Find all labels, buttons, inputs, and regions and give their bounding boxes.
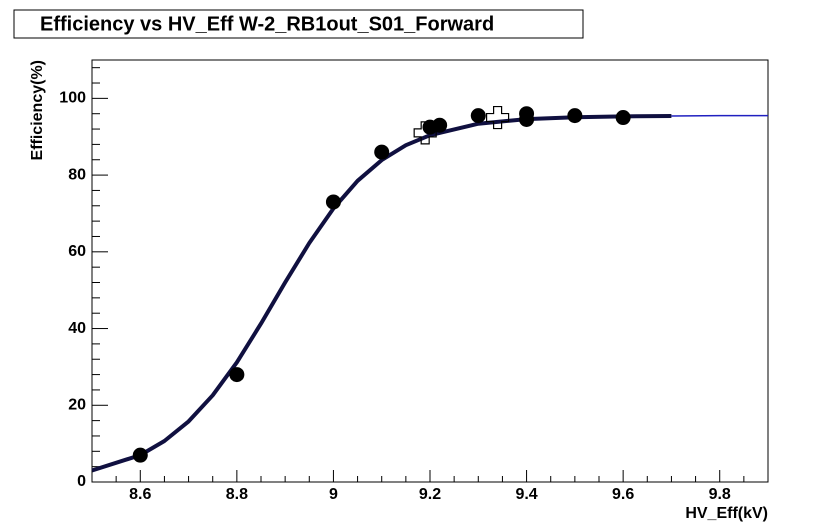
data-point: [374, 144, 390, 160]
data-point: [132, 447, 148, 463]
y-tick-label: 80: [68, 166, 86, 183]
x-tick-label: 9.4: [515, 486, 537, 503]
data-point: [325, 194, 341, 210]
x-tick-label: 8.6: [129, 486, 151, 503]
data-point: [519, 111, 535, 127]
x-tick-label: 8.8: [226, 486, 248, 503]
y-tick-label: 100: [59, 90, 86, 107]
data-point-cross: [486, 105, 510, 130]
title-box: [13, 9, 584, 39]
data-point: [615, 110, 631, 126]
chart-title: Efficiency vs HV_Eff W-2_RB1out_S01_Forw…: [40, 13, 494, 35]
data-point-cross: [413, 121, 437, 145]
y-tick-label: 40: [68, 320, 86, 337]
y-axis-label: Efficiency(%): [29, 60, 46, 160]
y-tick-label: 60: [68, 243, 86, 260]
x-axis-label: HV_Eff(kV): [685, 505, 768, 522]
x-tick-label: 9.8: [709, 486, 731, 503]
data-point: [432, 117, 448, 133]
y-tick-label: 0: [77, 473, 86, 490]
data-point: [470, 108, 486, 124]
x-tick-label: 9: [329, 486, 338, 503]
x-tick-label: 9.6: [612, 486, 634, 503]
data-point: [229, 367, 245, 383]
data-point: [567, 108, 583, 124]
x-tick-label: 9.2: [419, 486, 441, 503]
y-tick-label: 20: [68, 396, 86, 413]
